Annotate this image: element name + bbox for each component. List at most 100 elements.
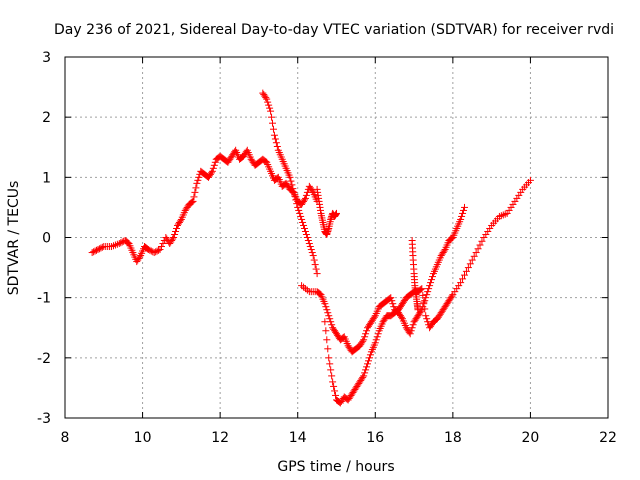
data-point [150,249,158,257]
data-point [325,354,333,362]
data-point [359,373,367,381]
data-point [329,378,337,386]
data-point [136,253,144,261]
data-point [97,244,105,252]
data-point [424,288,432,296]
data-point [388,297,396,305]
series-branch-b [313,185,340,238]
data-point [423,315,431,323]
x-tick-label: 16 [366,430,384,446]
data-point [406,330,414,338]
data-point [194,176,202,184]
data-point [156,246,164,254]
data-point [363,327,371,335]
data-point [460,203,468,211]
data-point [157,243,165,251]
x-tick-label: 20 [522,430,540,446]
data-point [457,279,465,287]
data-point [169,235,177,243]
axis-ticks [64,56,609,419]
data-point [303,234,311,241]
data-point [190,193,198,201]
data-point [327,366,335,374]
data-point [323,306,331,314]
data-point [308,187,316,195]
data-point [313,270,321,278]
data-point [269,125,277,133]
data-point [323,336,331,344]
data-point [511,197,519,205]
data-point [408,324,416,332]
data-point [210,161,218,169]
data-point [95,245,103,253]
data-point [188,198,196,206]
data-point [155,246,163,254]
data-point [464,264,472,272]
data-point [466,260,474,268]
data-point [324,345,332,353]
data-point [191,188,199,196]
data-point [453,285,461,293]
data-point [365,354,373,362]
data-point [362,366,370,374]
data-point [321,300,329,308]
data-point [300,283,308,291]
data-point [289,185,297,193]
data-point [301,285,309,293]
data-point [208,167,216,175]
data-point [307,246,315,254]
data-point [310,256,318,264]
data-point [172,227,180,235]
y-tick-label: 0 [42,231,51,247]
series-branch-a [259,89,321,278]
data-point [326,315,334,323]
data-point [88,249,96,257]
data-point [270,131,278,139]
data-point [468,256,476,264]
y-tick-labels: -3 -2 -1 0 1 2 3 [37,50,51,427]
data-point [326,360,334,368]
data-point [390,303,398,311]
data-point [153,247,161,255]
data-point [176,217,184,225]
data-point [515,191,523,199]
data-point [517,188,525,196]
data-point [211,158,219,166]
series-upper-lower-branch [298,203,468,356]
data-point [470,252,478,260]
y-tick-label: 3 [42,50,51,66]
data-point [361,333,369,341]
x-tick-labels: 8 10 12 14 16 18 20 22 [61,430,617,446]
data-point [301,224,309,232]
data-point [421,297,429,305]
data-point [330,382,338,390]
data-point [417,285,425,293]
data-point [304,237,312,245]
data-point [261,92,269,100]
data-point [292,196,300,204]
data-point [291,192,299,200]
data-point [417,307,425,315]
data-point [474,245,482,253]
data-point [173,224,181,232]
x-tick-label: 14 [289,430,307,446]
y-tick-label: 1 [42,170,51,186]
data-point [364,360,372,368]
data-point [426,282,434,290]
y-tick-label: -3 [37,411,51,427]
data-point [462,267,470,275]
data-point [427,279,435,287]
data-point [193,179,201,187]
data-point [288,181,296,189]
data-point [486,224,494,232]
data-point [298,282,306,290]
data-point [322,303,330,311]
x-tick-label: 8 [61,430,70,446]
data-point [265,101,273,109]
data-point [306,243,314,251]
y-axis-label: SDTVAR / TECUs [6,181,22,296]
data-point [331,387,339,395]
data-point [311,261,319,269]
data-point [458,212,466,220]
data-point [91,247,99,255]
